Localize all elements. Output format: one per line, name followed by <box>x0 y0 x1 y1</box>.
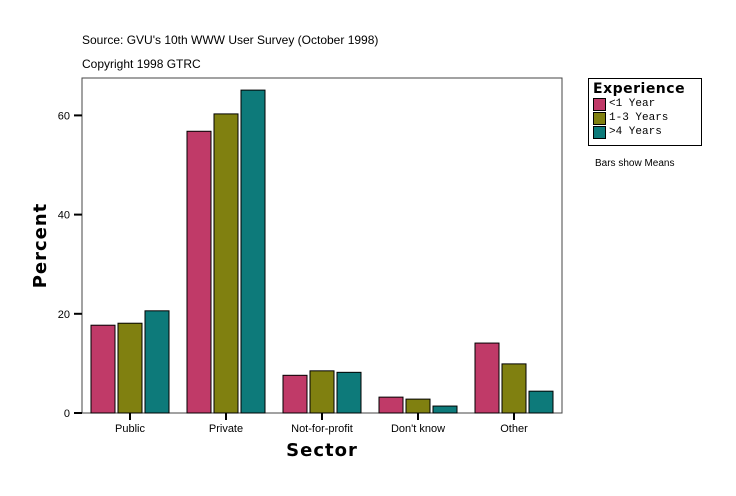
x-axis-label: Sector <box>286 440 358 461</box>
bar <box>405 398 431 414</box>
y-tick-label: 20 <box>58 309 70 321</box>
x-tick-label: Not-for-profit <box>291 423 353 435</box>
legend-label: <1 Year <box>609 98 656 110</box>
x-tick-label: Other <box>500 423 528 435</box>
legend-title: Experience <box>593 81 686 97</box>
y-tick-label: 40 <box>58 210 70 222</box>
bar <box>144 310 170 414</box>
bar <box>474 342 500 414</box>
legend-label: 1-3 Years <box>609 112 669 124</box>
bar <box>309 370 335 414</box>
bars-note: Bars show Means <box>595 158 675 169</box>
bar <box>186 130 212 414</box>
bar <box>90 324 116 414</box>
bar <box>378 396 404 414</box>
legend-item: <1 Year <box>593 97 701 111</box>
bar <box>282 374 308 414</box>
bar <box>240 89 266 414</box>
x-tick-label: Public <box>115 423 145 435</box>
bar <box>336 371 362 414</box>
legend-item: >4 Years <box>593 125 701 139</box>
legend-swatch <box>593 125 606 139</box>
bar <box>501 363 527 414</box>
y-tick-label: 60 <box>58 110 70 122</box>
x-tick-label: Private <box>209 423 243 435</box>
source-text: Source: GVU's 10th WWW User Survey (Octo… <box>82 33 379 47</box>
bar <box>117 322 143 414</box>
legend: Experience <1 Year 1-3 Years >4 Years <box>588 78 702 146</box>
copyright-text: Copyright 1998 GTRC <box>82 57 201 71</box>
bar <box>213 113 239 414</box>
legend-swatch <box>593 111 606 125</box>
legend-swatch <box>593 97 606 111</box>
legend-label: >4 Years <box>609 126 662 138</box>
y-axis-label: Percent <box>30 203 51 289</box>
bar <box>432 405 458 414</box>
bar <box>528 390 554 414</box>
legend-item: 1-3 Years <box>593 111 701 125</box>
x-tick-label: Don't know <box>391 423 445 435</box>
y-tick-label: 0 <box>64 408 70 420</box>
